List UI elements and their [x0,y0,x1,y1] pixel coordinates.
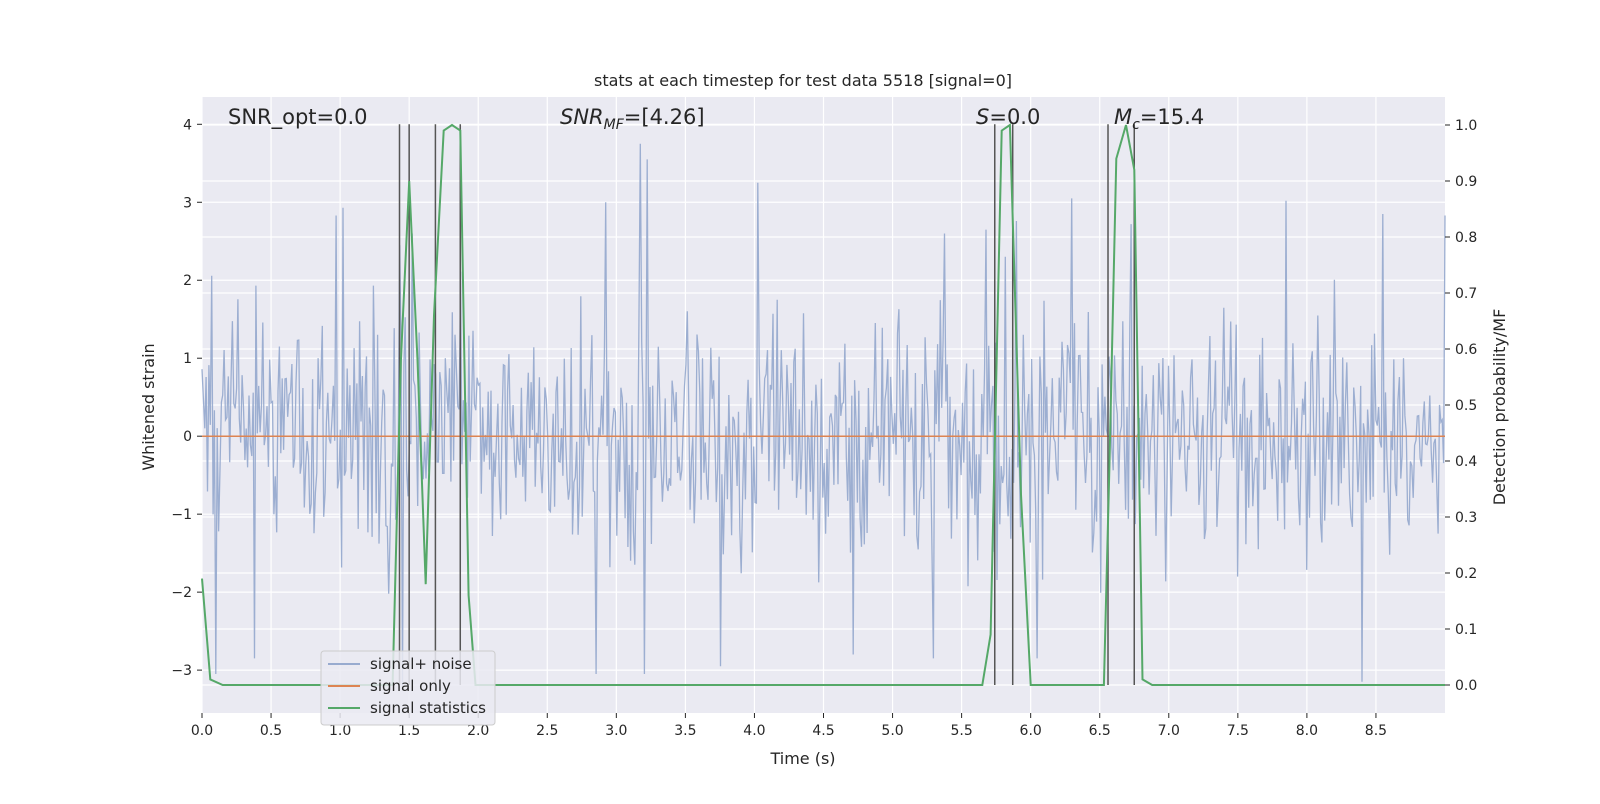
chart-title: stats at each timestep for test data 551… [594,71,1012,90]
snr-opt-annotation: SNR_opt=0.0 [228,105,368,130]
x-tick-label: 2.5 [536,723,558,739]
y2-tick-label: 0.6 [1455,342,1477,358]
y2-tick-label: 0.9 [1455,174,1477,190]
x-tick-label: 7.0 [1158,723,1180,739]
y2-axis-label: Detection probability/MF [1490,309,1509,506]
x-tick-label: 8.5 [1365,723,1387,739]
y2-tick-label: 0.4 [1455,454,1477,470]
y2-tick-label: 0.5 [1455,398,1477,414]
annotations: SNR_opt=0.0 SNRMF=[4.26] S=0.0 Mc=15.4 [228,105,1204,133]
y-tick-label: 2 [183,273,192,289]
mc-annotation: Mc=15.4 [1114,105,1204,133]
x-tick-label: 1.0 [329,723,351,739]
y-tick-label: 3 [183,195,192,211]
x-tick-label: 3.0 [605,723,627,739]
y-tick-label: −1 [171,507,192,523]
x-tick-label: 5.5 [950,723,972,739]
snr-mf-annotation: SNRMF=[4.26] [560,105,705,133]
y-tick-label: 1 [183,351,192,367]
legend-label-signal: signal only [370,677,451,695]
x-tick-label: 7.5 [1227,723,1249,739]
axes: 0.0 0.5 1.0 1.5 2.0 2.5 3.0 3.5 4.0 4.5 5.0 5.5 6.0 6… [171,117,1477,739]
x-tick-label: 8.0 [1296,723,1318,739]
y-tick-label: 4 [183,117,192,133]
s-annotation: S=0.0 [976,105,1040,129]
x-tick-label: 1.5 [398,723,420,739]
mc-value: =15.4 [1140,105,1204,129]
mc-main: M [1114,105,1132,129]
y2-tick-label: 0.7 [1455,286,1477,302]
y2-tick-label: 0.2 [1455,566,1477,582]
x-tick-label: 6.5 [1089,723,1111,739]
x-tick-label: 6.0 [1020,723,1042,739]
y2-tick-label: 0.3 [1455,510,1477,526]
x-axis-label: Time (s) [769,749,835,768]
x-tick-label: 4.5 [812,723,834,739]
y-tick-label: −3 [171,663,192,679]
legend-box [320,650,496,726]
statistics-line [201,123,1445,686]
x-tick-label: 0.0 [191,723,213,739]
x-tick-label: 0.5 [260,723,282,739]
y2-tick-label: 0.8 [1455,230,1477,246]
legend-label-stats: signal statistics [370,699,486,717]
y-tick-label: 0 [183,429,192,445]
snr-mf-value: =[4.26] [624,105,705,129]
s-value: =0.0 [989,105,1040,129]
y-tick-label: −2 [171,585,192,601]
y2-tick-label: 0.1 [1455,622,1477,638]
x-tick-label: 3.5 [674,723,696,739]
x-tick-label: 2.0 [467,723,489,739]
legend-label-noise: signal+ noise [370,655,472,673]
snr-mf-main: SNR [560,105,604,129]
x-tick-label: 4.0 [743,723,765,739]
snr-mf-subscript: MF [604,117,625,133]
mc-subscript: c [1132,117,1140,133]
legend: signal+ noise signal only signal statist… [320,650,496,726]
s-main: S [976,105,989,129]
statistics-series [201,123,1445,686]
y2-tick-label: 0.0 [1455,678,1477,694]
x-tick-label: 5.0 [881,723,903,739]
y-axis-label: Whitened strain [139,343,158,470]
y2-tick-label: 1.0 [1455,118,1477,134]
